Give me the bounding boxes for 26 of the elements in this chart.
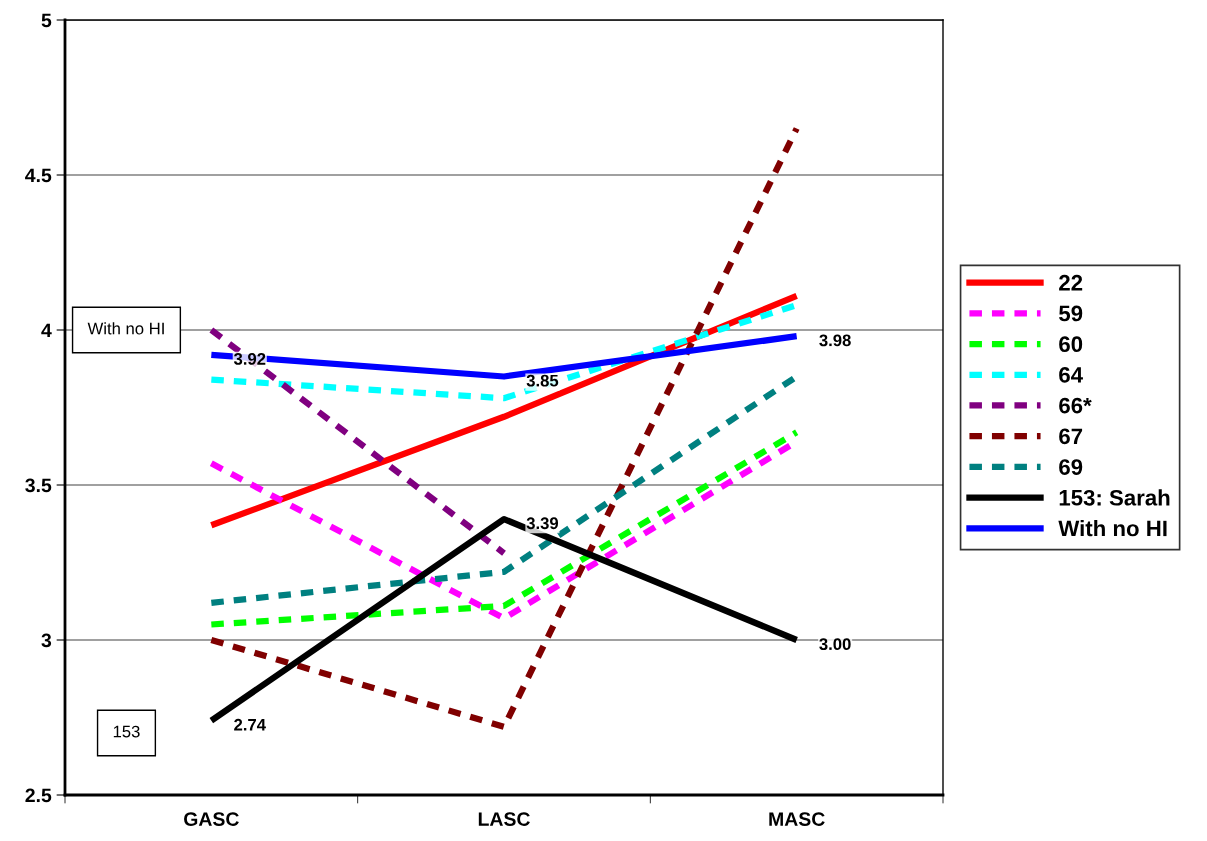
data-label: 3.39	[526, 517, 559, 530]
legend-label: 64	[1059, 367, 1083, 383]
data-label: 3.85	[526, 374, 559, 387]
annotation: With no HI	[87, 322, 164, 335]
data-label: 3.98	[819, 334, 851, 347]
y-tick-label: 4	[41, 323, 52, 338]
data-label: 3.92	[233, 353, 266, 365]
x-tick-label: LASC	[478, 812, 530, 826]
y-tick-label: 5	[41, 13, 52, 28]
legend-label: 153: Sarah	[1059, 489, 1170, 506]
legend-label: 69	[1059, 459, 1083, 475]
legend-label: 67	[1059, 428, 1083, 445]
legend-label: 59	[1059, 305, 1083, 322]
annotation: 153	[113, 725, 140, 738]
data-label: 2.74	[234, 718, 266, 731]
x-tick-label: GASC	[184, 812, 239, 826]
legend-label: 66*	[1059, 397, 1092, 414]
y-tick-label: 3.5	[25, 478, 52, 493]
legend-label: With no HI	[1058, 520, 1167, 537]
x-tick-label: MASC	[769, 812, 825, 826]
y-tick-label: 3	[41, 633, 52, 648]
y-tick-label: 4.5	[25, 168, 52, 183]
y-tick-label: 2.5	[25, 788, 52, 803]
data-label: 3.00	[819, 638, 851, 651]
legend-label: 60	[1059, 336, 1083, 353]
legend-label: 22	[1059, 274, 1083, 291]
